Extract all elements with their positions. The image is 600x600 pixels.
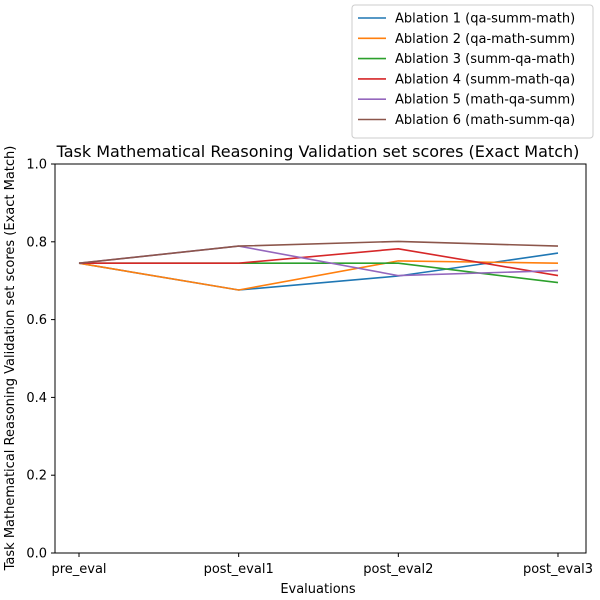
series-lines (78, 240, 559, 291)
legend-label-ablation-1: Ablation 1 (qa-summ-math) (395, 12, 575, 27)
legend-frame (351, 4, 594, 139)
series-line-ablation-4 (79, 248, 559, 277)
x-tick-label: post_eval1 (204, 562, 274, 577)
x-axis-label: Evaluations (280, 582, 356, 597)
legend-label-ablation-6: Ablation 6 (math-summ-qa) (395, 113, 575, 128)
y-axis-label: Task Mathematical Reasoning Validation s… (3, 146, 18, 572)
series-line-ablation-6 (78, 240, 559, 264)
y-tick-label: 0.0 (26, 547, 47, 562)
x-axis-ticks: pre_eval post_eval1 post_eval2 post_eval3 (51, 553, 593, 577)
legend-label-ablation-4: Ablation 4 (summ-math-qa) (395, 72, 575, 87)
y-tick-label: 0.8 (26, 235, 47, 250)
y-tick-label: 1.0 (26, 158, 47, 173)
x-tick-label: pre_eval (51, 562, 106, 577)
legend-label-ablation-2: Ablation 2 (qa-math-summ) (395, 32, 575, 47)
y-axis-ticks: 0.0 0.2 0.4 0.6 0.8 1.0 (26, 158, 55, 562)
x-tick-label: post_eval2 (363, 562, 433, 577)
x-tick-label: post_eval3 (523, 562, 593, 577)
y-tick-label: 0.4 (26, 391, 47, 406)
plot-area (54, 163, 587, 554)
legend-items: Ablation 1 (qa-summ-math) Ablation 2 (qa-… (358, 12, 575, 128)
legend-label-ablation-5: Ablation 5 (math-qa-summ) (395, 93, 575, 108)
chart-title: Task Mathematical Reasoning Validation s… (56, 142, 580, 161)
legend-label-ablation-3: Ablation 3 (summ-qa-math) (395, 52, 575, 67)
y-tick-label: 0.2 (26, 469, 47, 484)
y-tick-label: 0.6 (26, 313, 47, 328)
legend: Ablation 1 (qa-summ-math) Ablation 2 (qa-… (351, 4, 594, 139)
